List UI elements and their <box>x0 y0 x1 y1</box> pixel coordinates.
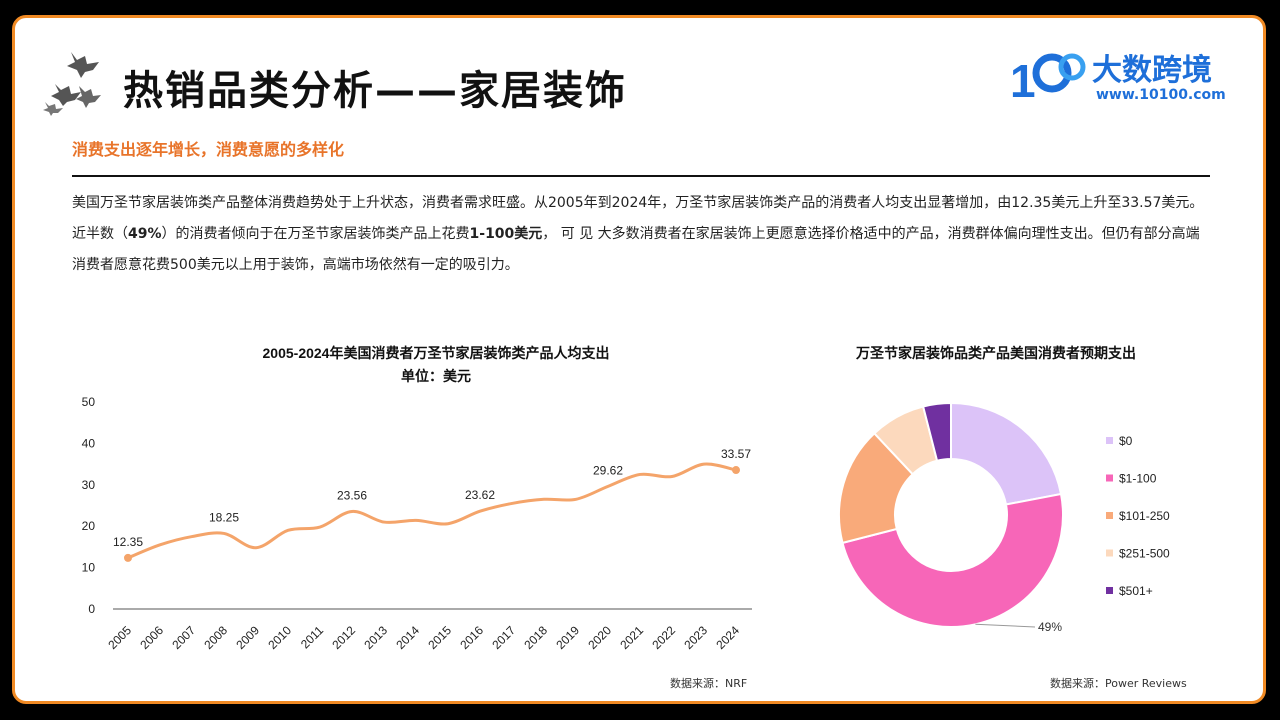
legend-swatch <box>1106 437 1113 444</box>
slice-label: 49% <box>1038 620 1062 634</box>
y-tick-label: 20 <box>82 519 96 533</box>
donut-slice-2 <box>841 492 1064 629</box>
slide-frame: 热销品类分析——家居装饰 1 大数跨境 www.10100.com 消费支出逐年… <box>12 15 1266 704</box>
slice-label-leader <box>975 623 1036 628</box>
line-chart-source: 数据来源：NRF <box>670 677 748 690</box>
x-tick-label: 2022 <box>649 623 678 652</box>
description-text: 美国万圣节家居装饰类产品整体消费趋势处于上升状态，消费者需求旺盛。从2005年到… <box>72 188 1210 281</box>
data-label: 12.35 <box>113 535 143 549</box>
x-tick-label: 2018 <box>521 623 550 652</box>
x-tick-label: 2024 <box>713 623 742 652</box>
x-tick-label: 2008 <box>201 623 230 652</box>
svg-text:1: 1 <box>1010 55 1036 107</box>
series-point-start <box>124 553 132 562</box>
x-tick-label: 2017 <box>489 623 518 652</box>
x-tick-label: 2010 <box>265 623 294 652</box>
x-tick-label: 2014 <box>393 623 422 652</box>
line-chart-title: 2005-2024年美国消费者万圣节家居装饰类产品人均支出 <box>263 345 610 361</box>
x-tick-label: 2021 <box>617 623 646 652</box>
x-tick-label: 2012 <box>329 623 358 652</box>
x-tick-label: 2013 <box>361 623 390 652</box>
legend-swatch <box>1106 587 1113 594</box>
x-tick-label: 2007 <box>169 623 198 652</box>
legend-label: $101-250 <box>1119 509 1170 523</box>
divider <box>72 175 1210 177</box>
donut-chart-source: 数据来源：Power Reviews <box>1050 677 1187 690</box>
bats-decoration-icon <box>43 52 101 116</box>
donut-chart-title: 万圣节家居装饰品类产品美国消费者预期支出 <box>855 345 1136 361</box>
x-tick-label: 2005 <box>105 623 134 652</box>
logo-mark-icon: 1 <box>1010 53 1086 107</box>
y-tick-label: 40 <box>82 436 96 450</box>
line-chart-subtitle: 单位：美元 <box>401 368 471 384</box>
y-tick-label: 30 <box>82 478 96 492</box>
x-tick-label: 2020 <box>585 623 614 652</box>
data-label: 33.57 <box>721 447 751 461</box>
x-tick-label: 2023 <box>681 623 710 652</box>
legend-swatch <box>1106 549 1113 557</box>
data-label: 18.25 <box>209 510 239 524</box>
data-label: 29.62 <box>593 463 623 477</box>
y-tick-label: 50 <box>82 395 96 409</box>
x-tick-label: 2015 <box>425 623 454 652</box>
x-tick-label: 2009 <box>233 623 262 652</box>
y-tick-label: 0 <box>88 602 95 616</box>
x-tick-label: 2006 <box>137 623 166 652</box>
paragraph-1: 美国万圣节家居装饰类产品整体消费趋势处于上升状态，消费者需求旺盛。从2005年到… <box>72 195 1204 211</box>
donut-slice-1 <box>950 401 1063 506</box>
legend-label: $501+ <box>1119 584 1153 598</box>
highlight-range: 1-100美元 <box>469 226 543 242</box>
paragraph-2-part-3: ， 可 见 大多数消费者在家居装饰上更愿意选择价格适中的产品，消费群体偏向理性支… <box>72 226 1200 273</box>
logo-url-text: www.10100.com <box>1096 87 1226 103</box>
donut-slice-4 <box>872 405 939 476</box>
donut-slice-5 <box>921 401 952 462</box>
logo-brand-text: 大数跨境 <box>1092 53 1212 88</box>
section-subtitle: 消费支出逐年增长，消费意愿的多样化 <box>72 140 345 159</box>
series-point-end <box>732 466 740 475</box>
paragraph-2-part-1: 近半数（ <box>72 226 128 242</box>
data-label: 23.56 <box>337 488 367 502</box>
x-tick-label: 2011 <box>298 623 326 651</box>
page-title: 热销品类分析——家居装饰 <box>123 68 627 114</box>
x-tick-label: 2019 <box>553 623 582 652</box>
series-line <box>127 462 737 560</box>
legend-swatch <box>1106 512 1113 519</box>
brand-logo: 1 大数跨境 www.10100.com <box>1010 43 1240 113</box>
highlight-percent: 49% <box>128 226 162 242</box>
legend-label: $251-500 <box>1119 547 1170 561</box>
legend-label: $0 <box>1119 434 1133 448</box>
donut-slice-3 <box>838 431 915 545</box>
y-tick-label: 10 <box>82 561 96 575</box>
data-label: 23.62 <box>465 488 495 502</box>
legend-label: $1-100 <box>1119 472 1157 486</box>
legend-swatch <box>1106 474 1113 482</box>
paragraph-2: 近半数（49%）的消费者倾向于在万圣节家居装饰类产品上花费1-100美元， 可 … <box>72 219 1210 281</box>
paragraph-2-part-2: ）的消费者倾向于在万圣节家居装饰类产品上花费 <box>161 226 470 242</box>
x-tick-label: 2016 <box>457 623 486 652</box>
